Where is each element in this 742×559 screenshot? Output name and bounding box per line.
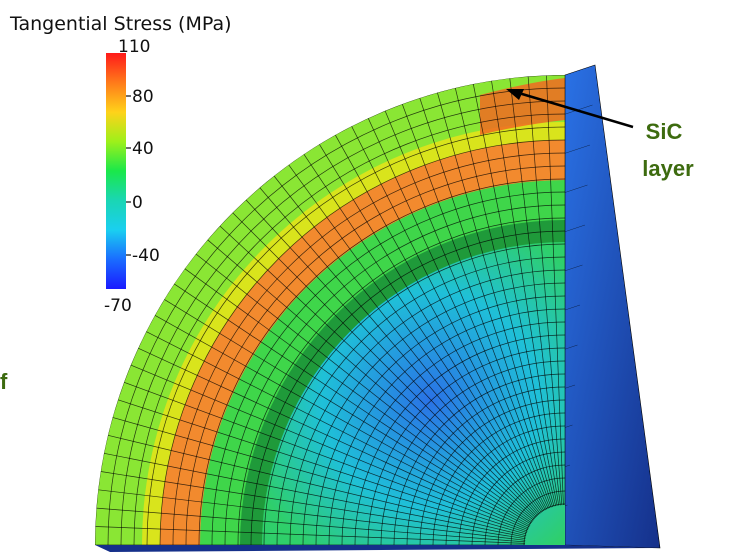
mesh-line bbox=[245, 199, 539, 516]
side-mesh-line bbox=[564, 384, 576, 389]
cropped-label-fragment: f bbox=[0, 369, 8, 394]
mesh-line bbox=[401, 103, 552, 508]
mesh-line bbox=[219, 225, 536, 519]
mesh-line bbox=[273, 175, 541, 514]
side-mesh-line bbox=[564, 504, 568, 507]
mesh-line bbox=[334, 134, 546, 511]
mesh-line bbox=[117, 399, 528, 533]
side-mesh-line bbox=[564, 344, 578, 350]
mesh-line bbox=[184, 268, 533, 522]
mesh-line bbox=[100, 471, 526, 540]
mesh-line bbox=[207, 239, 535, 520]
colorbar-title: Tangential Stress (MPa) bbox=[9, 13, 232, 35]
colorbar-tick-label: 40 bbox=[132, 139, 154, 159]
colorbar-bar bbox=[106, 53, 126, 289]
colorbar: Tangential Stress (MPa) 110 80 40 0 -40 … bbox=[9, 13, 232, 316]
colorbar-tick-label: -40 bbox=[132, 246, 160, 266]
side-mesh-line bbox=[564, 304, 581, 311]
finite-element-mesh bbox=[95, 75, 565, 545]
mesh-line bbox=[472, 83, 558, 506]
mesh-line bbox=[164, 299, 532, 525]
mesh-line bbox=[288, 164, 542, 513]
mesh-line bbox=[491, 80, 560, 506]
callout-arrow bbox=[511, 89, 634, 129]
callout-label-line1: SiC bbox=[646, 119, 683, 144]
mesh-line bbox=[195, 253, 534, 521]
mesh-line bbox=[98, 489, 526, 541]
mesh-line bbox=[112, 417, 527, 535]
callout-arrow-head bbox=[506, 89, 524, 100]
model-bottom-face bbox=[95, 545, 660, 552]
mesh-line bbox=[319, 144, 545, 512]
colorbar-tick-label: 0 bbox=[132, 193, 143, 213]
colorbar-tick-label: 80 bbox=[132, 87, 154, 107]
mesh-line bbox=[303, 154, 544, 512]
mesh-line bbox=[174, 283, 532, 524]
mesh-line bbox=[367, 118, 549, 509]
mesh-line bbox=[130, 364, 529, 531]
side-mesh-line bbox=[564, 144, 591, 154]
mesh-line bbox=[437, 92, 555, 507]
mesh-line bbox=[384, 110, 551, 509]
mesh-line bbox=[527, 76, 563, 506]
mesh-line bbox=[509, 78, 561, 506]
sic-layer-callout: SiC layer f bbox=[0, 89, 694, 394]
quarter-sphere-model bbox=[95, 64, 661, 552]
side-mesh-line bbox=[564, 464, 571, 467]
mesh-line bbox=[454, 87, 557, 507]
mesh-line bbox=[103, 452, 526, 538]
side-mesh-line bbox=[564, 184, 588, 193]
callout-label-line2: layer bbox=[642, 156, 694, 181]
colorbar-min-label: -70 bbox=[104, 296, 132, 316]
mesh-line bbox=[107, 434, 527, 537]
mesh-line bbox=[232, 212, 537, 517]
mesh-line bbox=[259, 187, 540, 515]
mesh-line bbox=[546, 75, 564, 506]
mesh-line bbox=[351, 126, 548, 510]
mesh-line bbox=[154, 314, 531, 526]
mesh-line bbox=[95, 526, 526, 544]
side-mesh-line bbox=[564, 224, 586, 232]
mesh-line bbox=[96, 507, 526, 543]
side-mesh-line bbox=[564, 424, 573, 428]
mesh-line bbox=[419, 97, 553, 508]
mesh-line bbox=[146, 331, 530, 528]
mesh-line bbox=[138, 347, 529, 529]
model-layers bbox=[95, 75, 565, 545]
colorbar-max-label: 110 bbox=[118, 37, 150, 57]
mesh-line bbox=[123, 381, 528, 532]
side-mesh-line bbox=[564, 264, 583, 272]
